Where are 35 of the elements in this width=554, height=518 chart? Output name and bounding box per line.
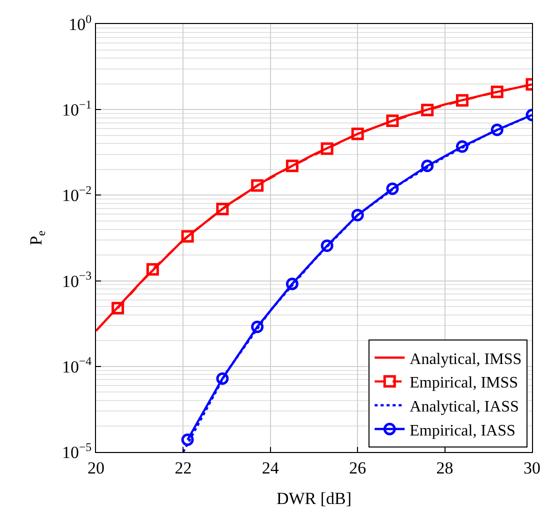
point bbox=[146, 263, 159, 276]
y-tick-label: 10$^{−3}$ bbox=[62, 268, 92, 291]
point bbox=[320, 239, 334, 252]
legend-label: Analytical, IASS bbox=[410, 398, 519, 416]
point bbox=[456, 94, 468, 107]
point bbox=[421, 104, 434, 116]
point bbox=[320, 142, 334, 155]
legend-label: Analytical, IMSS bbox=[410, 350, 522, 368]
point bbox=[386, 182, 399, 195]
point bbox=[386, 114, 399, 128]
x-tick-label: 28 bbox=[436, 458, 454, 478]
x-tick-label: 22 bbox=[174, 458, 192, 478]
y-tick-label: 10$^{−2}$ bbox=[62, 183, 92, 206]
x-tick-label: 30 bbox=[524, 458, 540, 478]
point bbox=[216, 202, 229, 216]
point bbox=[112, 302, 124, 314]
y-tick-label: 10$^{−1}$ bbox=[62, 97, 92, 120]
point bbox=[251, 179, 264, 192]
legend-label: Empirical, IASS bbox=[410, 422, 516, 440]
point bbox=[181, 230, 194, 243]
point bbox=[251, 320, 264, 334]
point bbox=[421, 160, 434, 172]
point bbox=[490, 86, 504, 98]
point bbox=[286, 160, 298, 172]
y-tick-label: 10$^{−4}$ bbox=[62, 354, 92, 376]
point bbox=[456, 140, 468, 153]
legend-label: Empirical, IMSS bbox=[410, 374, 518, 392]
x-axis-title: DWR [dB] bbox=[276, 488, 352, 508]
point bbox=[490, 124, 504, 136]
point bbox=[286, 278, 298, 290]
point bbox=[181, 434, 194, 446]
x-tick-label: 24 bbox=[262, 458, 280, 478]
point bbox=[216, 372, 229, 385]
y-tick-label: 10$^{0}$ bbox=[68, 12, 92, 34]
x-tick-label: 26 bbox=[349, 458, 366, 478]
